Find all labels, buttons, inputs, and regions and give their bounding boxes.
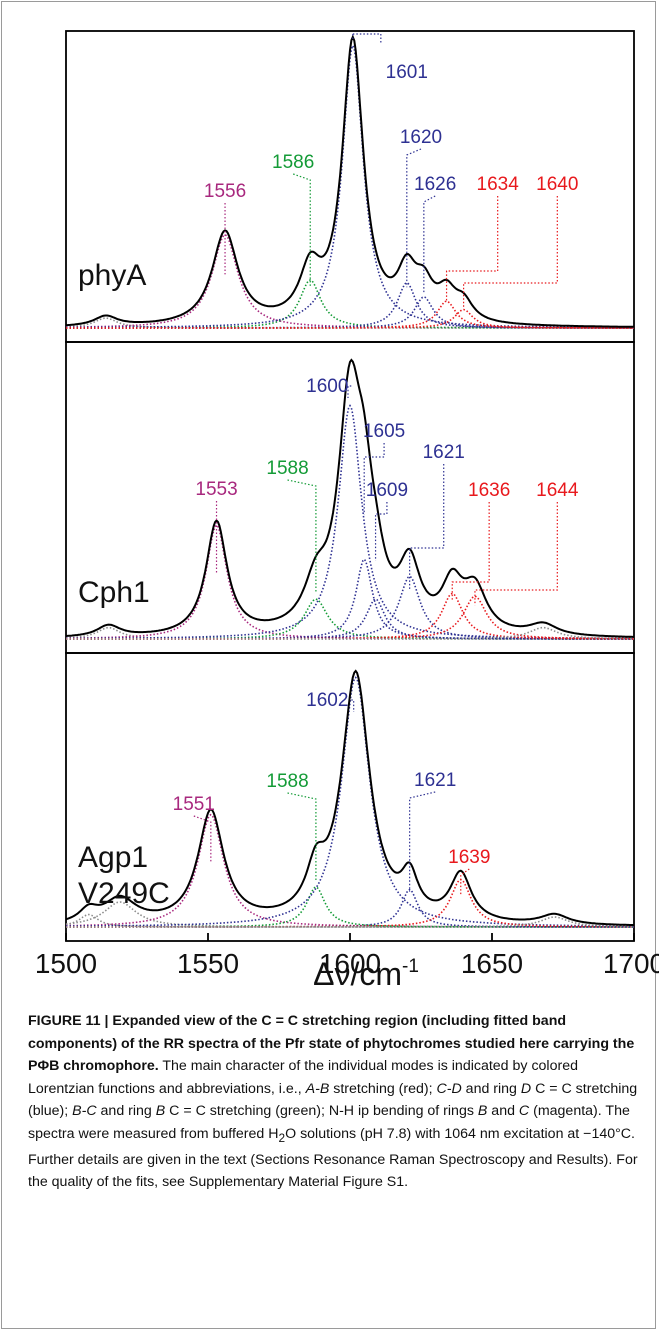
band-leader-line bbox=[352, 33, 382, 43]
caption-italic: D bbox=[520, 1080, 532, 1097]
component-curve bbox=[66, 626, 634, 640]
panel-0: phyA 1601 1586 1556 1620 1626 1634 1640 bbox=[65, 30, 635, 343]
component-curve bbox=[66, 558, 634, 640]
panel-label: phyA bbox=[78, 259, 146, 292]
band-label: 1605 bbox=[363, 421, 405, 442]
caption-italic: B bbox=[155, 1103, 166, 1119]
component-curve bbox=[66, 598, 634, 640]
x-tick-label: 1600 bbox=[319, 948, 381, 979]
band-label: 1586 bbox=[272, 152, 314, 173]
band-leader-line bbox=[287, 792, 317, 882]
x-tick-label: 1500 bbox=[35, 948, 97, 979]
band-label: 1601 bbox=[386, 62, 428, 83]
caption-text: and ring bbox=[461, 1080, 521, 1097]
x-tick-label: 1700 bbox=[603, 948, 659, 979]
band-leader-line bbox=[474, 502, 558, 606]
x-axis-title: Δν/cm-1 bbox=[313, 956, 419, 992]
band-leader-line bbox=[351, 699, 355, 712]
band-label: 1621 bbox=[423, 442, 465, 463]
caption-italic: B-C bbox=[72, 1103, 97, 1119]
band-leader-line bbox=[451, 502, 490, 601]
caption-subscript: 2 bbox=[278, 1130, 286, 1145]
caption-text: (magenta). The spectra were measured fro… bbox=[28, 1103, 630, 1142]
caption-text: C = C stretching (blue); bbox=[28, 1080, 638, 1120]
band-label: 1640 bbox=[536, 174, 578, 195]
band-label: 1620 bbox=[400, 127, 442, 148]
band-label: 1636 bbox=[468, 480, 510, 501]
caption-text: O solutions (pH 7.8) with 1064 nm excita… bbox=[28, 1125, 638, 1191]
spectrum-line bbox=[65, 669, 635, 927]
band-label: 1553 bbox=[195, 479, 237, 500]
band-leader-line bbox=[287, 479, 317, 594]
band-label: 1644 bbox=[536, 480, 579, 501]
figure-caption: FIGURE 11 | Expanded view of the C = C s… bbox=[28, 1010, 646, 1194]
panel-label: Cph1 bbox=[78, 576, 150, 609]
component-curve bbox=[66, 404, 634, 640]
band-leader-line bbox=[374, 502, 388, 561]
x-tick-label: 1550 bbox=[177, 948, 239, 979]
band-label: 1626 bbox=[414, 174, 456, 195]
component-curve bbox=[66, 575, 634, 640]
band-label: 1588 bbox=[266, 771, 308, 792]
panels-layer: phyA 1601 1586 1556 1620 1626 1634 1640 Cph1 1600… bbox=[65, 30, 635, 942]
band-leader-line bbox=[347, 385, 352, 398]
band-label: 1639 bbox=[448, 847, 490, 868]
spectrum-line bbox=[65, 34, 634, 328]
band-leader-line bbox=[463, 196, 558, 309]
caption-text: C = C stretching (green); N-H ip bending… bbox=[165, 1103, 478, 1119]
band-leader-line bbox=[445, 196, 499, 302]
caption-italic: B bbox=[477, 1103, 488, 1119]
component-curve bbox=[66, 233, 634, 329]
band-label: 1588 bbox=[266, 458, 308, 479]
spectrum-line bbox=[65, 358, 634, 638]
panel-label: V249C bbox=[78, 877, 170, 910]
band-leader-line bbox=[409, 791, 436, 892]
band-label: 1556 bbox=[204, 181, 246, 202]
caption-italic: A-B bbox=[305, 1080, 330, 1097]
band-leader-line bbox=[193, 815, 212, 863]
panel-1: Cph1 1600 1588 1605 1621 1553 1609 1636 1644 bbox=[65, 341, 635, 654]
band-label: 1600 bbox=[306, 376, 348, 397]
caption-italic: C-D bbox=[436, 1080, 462, 1097]
component-curve bbox=[66, 524, 634, 640]
band-leader-line bbox=[409, 464, 445, 590]
component-curve bbox=[66, 43, 634, 329]
x-axis: 1500 1550 1600 1650 1700 bbox=[35, 933, 659, 979]
x-tick-label: 1650 bbox=[461, 948, 523, 979]
band-leader-line bbox=[293, 173, 311, 287]
caption-text: stretching (red); bbox=[329, 1080, 437, 1097]
band-label: 1621 bbox=[414, 770, 456, 791]
x-axis-title-superscript: -1 bbox=[402, 956, 419, 977]
panel-label: Agp1 bbox=[78, 841, 148, 874]
x-axis-title-text: Δν/cm bbox=[313, 956, 402, 992]
raman-spectra-chart: phyA 1601 1586 1556 1620 1626 1634 1640 Cph1 1600… bbox=[35, 30, 659, 992]
band-label: 1602 bbox=[306, 690, 348, 711]
component-curve bbox=[66, 676, 634, 927]
caption-text: and ring bbox=[96, 1103, 156, 1119]
component-curve bbox=[66, 916, 635, 928]
component-curve bbox=[66, 308, 634, 329]
band-label: 1551 bbox=[173, 794, 215, 815]
caption-text: and bbox=[487, 1103, 519, 1119]
caption-italic: C bbox=[518, 1103, 530, 1119]
band-leader-line bbox=[363, 443, 385, 515]
band-leader-line bbox=[423, 195, 436, 295]
band-leader-line bbox=[406, 148, 422, 288]
band-label: 1609 bbox=[366, 480, 408, 501]
band-label: 1634 bbox=[477, 174, 520, 195]
caption-text: The main character of the individual mod… bbox=[28, 1058, 578, 1097]
caption-heading: FIGURE 11 | Expanded view of the C = C s… bbox=[28, 1013, 635, 1074]
